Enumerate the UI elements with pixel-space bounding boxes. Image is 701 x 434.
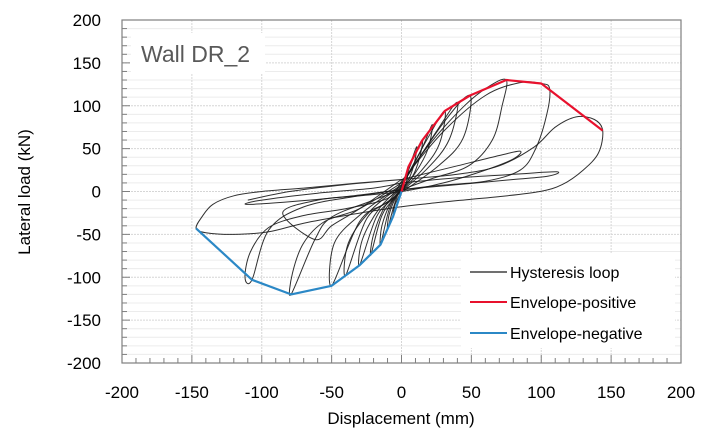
x-tick-label: 100: [527, 383, 555, 402]
legend-label-hysteresis: Hysteresis loop: [510, 265, 619, 282]
y-tick-label: 100: [73, 97, 101, 116]
annotation-background: [131, 33, 265, 73]
y-axis-tick-labels: 200 150 100 50 0 -50 -100 -150 -200: [67, 11, 101, 373]
envelope-negative-line: [195, 191, 403, 296]
legend-label-envelope-negative: Envelope-negative: [510, 326, 643, 343]
legend-label-envelope-positive: Envelope-positive: [510, 295, 636, 312]
envelope-positive-line: [400, 78, 604, 192]
x-tick-label: 50: [462, 383, 481, 402]
x-tick-label: 150: [597, 383, 625, 402]
x-tick-label: -100: [245, 383, 279, 402]
x-tick-label: -50: [319, 383, 344, 402]
y-tick-label: -150: [67, 311, 101, 330]
y-tick-label: -200: [67, 354, 101, 373]
x-axis-tick-labels: -200 -150 -100 -50 0 50 100 150 200: [105, 383, 695, 402]
x-tick-label: 0: [397, 383, 406, 402]
x-tick-label: -200: [105, 383, 139, 402]
legend: Hysteresis loop Envelope-positive Envelo…: [461, 254, 675, 348]
y-tick-label: 0: [92, 183, 101, 202]
y-axis-title: Lateral load (kN): [15, 129, 34, 255]
y-tick-label: -100: [67, 268, 101, 287]
x-tick-label: 200: [667, 383, 695, 402]
y-tick-label: 150: [73, 54, 101, 73]
y-tick-label: -50: [76, 225, 101, 244]
x-tick-label: -150: [175, 383, 209, 402]
axis-ticks: [121, 19, 682, 364]
envelope-series: [195, 78, 604, 296]
x-axis-title: Displacement (mm): [327, 409, 474, 428]
y-tick-label: 200: [73, 11, 101, 30]
hysteresis-loop-line: [195, 115, 604, 235]
y-tick-label: 50: [82, 140, 101, 159]
chart-annotation: Wall DR_2: [141, 41, 250, 67]
